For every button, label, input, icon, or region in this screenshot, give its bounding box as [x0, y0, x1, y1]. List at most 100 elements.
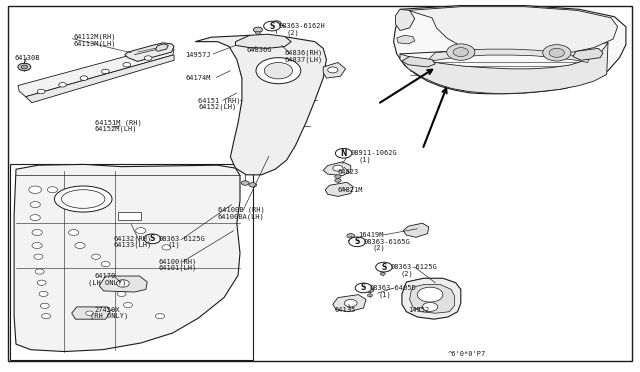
Polygon shape [333, 295, 366, 312]
Circle shape [47, 187, 58, 193]
Polygon shape [402, 57, 435, 67]
Text: 64151 (RH): 64151 (RH) [198, 97, 241, 104]
Circle shape [68, 230, 79, 235]
Circle shape [42, 314, 51, 319]
Circle shape [30, 202, 40, 208]
Text: 64174M: 64174M [186, 75, 211, 81]
Polygon shape [394, 6, 626, 94]
Circle shape [117, 291, 126, 296]
Polygon shape [323, 162, 351, 176]
Polygon shape [18, 45, 174, 97]
Text: 64151M (RH): 64151M (RH) [95, 119, 141, 126]
Text: S: S [355, 237, 360, 246]
Circle shape [355, 283, 372, 293]
Polygon shape [325, 182, 353, 196]
Circle shape [241, 181, 249, 185]
Circle shape [549, 48, 564, 57]
Text: (RH ONLY): (RH ONLY) [90, 312, 128, 319]
Text: N: N [340, 149, 347, 158]
Circle shape [35, 269, 44, 274]
Text: 64100BA(LH): 64100BA(LH) [218, 213, 264, 220]
Circle shape [335, 175, 341, 179]
Text: 64100B (RH): 64100B (RH) [218, 207, 264, 214]
Circle shape [123, 62, 131, 67]
Polygon shape [429, 49, 589, 62]
Text: 64130B: 64130B [14, 55, 40, 61]
Text: (LH ONLY): (LH ONLY) [88, 279, 127, 286]
Circle shape [447, 44, 475, 60]
Text: (1): (1) [358, 156, 371, 163]
Circle shape [253, 27, 262, 32]
Circle shape [347, 234, 355, 238]
Text: 27450X: 27450X [95, 307, 120, 312]
Text: S: S [361, 283, 366, 292]
Circle shape [101, 262, 110, 267]
Circle shape [376, 262, 392, 272]
Circle shape [124, 302, 132, 308]
Polygon shape [396, 9, 415, 31]
Circle shape [29, 186, 42, 193]
Circle shape [333, 165, 343, 171]
Circle shape [80, 76, 88, 80]
Polygon shape [403, 223, 429, 237]
Circle shape [335, 148, 352, 158]
Circle shape [39, 291, 48, 296]
Text: 64837(LH): 64837(LH) [285, 56, 323, 63]
Text: 64821M: 64821M [338, 187, 364, 193]
Circle shape [366, 288, 374, 292]
Circle shape [116, 280, 129, 287]
Text: S: S [381, 263, 387, 272]
Text: (2): (2) [372, 245, 385, 251]
Polygon shape [397, 35, 415, 44]
Circle shape [37, 89, 45, 94]
Text: 64101(LH): 64101(LH) [159, 265, 197, 272]
Polygon shape [573, 48, 603, 60]
Polygon shape [410, 285, 454, 313]
Polygon shape [408, 7, 618, 54]
Text: (1): (1) [379, 291, 392, 298]
Polygon shape [195, 35, 326, 175]
Circle shape [348, 240, 353, 243]
Circle shape [264, 62, 292, 79]
Text: 64823: 64823 [338, 169, 359, 175]
Text: S: S [269, 22, 275, 31]
Text: 64152(LH): 64152(LH) [198, 103, 237, 110]
Text: 64836G: 64836G [246, 47, 272, 53]
Circle shape [422, 302, 438, 311]
Circle shape [145, 56, 152, 60]
Text: 64132(RH): 64132(RH) [114, 235, 152, 242]
Text: (1): (1) [168, 242, 180, 248]
Circle shape [40, 303, 49, 308]
Text: 08363-6125G: 08363-6125G [390, 264, 437, 270]
Circle shape [30, 215, 40, 221]
Text: (2): (2) [287, 29, 300, 36]
FancyBboxPatch shape [10, 164, 253, 360]
Polygon shape [156, 44, 168, 51]
Circle shape [32, 243, 42, 248]
Text: 64152M(LH): 64152M(LH) [95, 126, 137, 132]
Text: 64170: 64170 [95, 273, 116, 279]
Circle shape [156, 314, 164, 319]
Circle shape [102, 69, 109, 74]
Circle shape [453, 48, 468, 57]
Text: 08363-6405D: 08363-6405D [370, 285, 417, 291]
Text: 08363-6162H: 08363-6162H [278, 23, 325, 29]
Circle shape [328, 67, 338, 73]
Circle shape [335, 179, 341, 182]
Circle shape [543, 45, 571, 61]
Ellipse shape [61, 190, 105, 208]
Circle shape [380, 272, 385, 275]
Ellipse shape [54, 186, 112, 212]
Text: 64133(LH): 64133(LH) [114, 242, 152, 248]
Polygon shape [14, 164, 240, 352]
Text: 08363-6125G: 08363-6125G [159, 236, 205, 242]
Text: 08911-1062G: 08911-1062G [351, 150, 397, 156]
Circle shape [34, 254, 43, 259]
Circle shape [379, 266, 387, 271]
Text: 64100(RH): 64100(RH) [159, 259, 197, 265]
Circle shape [249, 183, 257, 187]
FancyBboxPatch shape [8, 6, 632, 361]
Polygon shape [118, 212, 141, 220]
Text: ^6'0*0'P7: ^6'0*0'P7 [448, 351, 486, 357]
Text: 16419M: 16419M [358, 232, 384, 238]
